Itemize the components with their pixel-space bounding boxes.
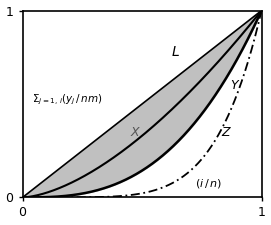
- Text: $Y$: $Y$: [230, 79, 241, 92]
- Text: $(i\,/\,n)$: $(i\,/\,n)$: [195, 177, 222, 190]
- Text: $Z$: $Z$: [221, 126, 232, 139]
- Text: $L$: $L$: [171, 45, 180, 59]
- Text: $X$: $X$: [130, 126, 141, 139]
- Text: $\Sigma_{j=1,\,i}(y_j\,/\,nm)$: $\Sigma_{j=1,\,i}(y_j\,/\,nm)$: [32, 93, 103, 108]
